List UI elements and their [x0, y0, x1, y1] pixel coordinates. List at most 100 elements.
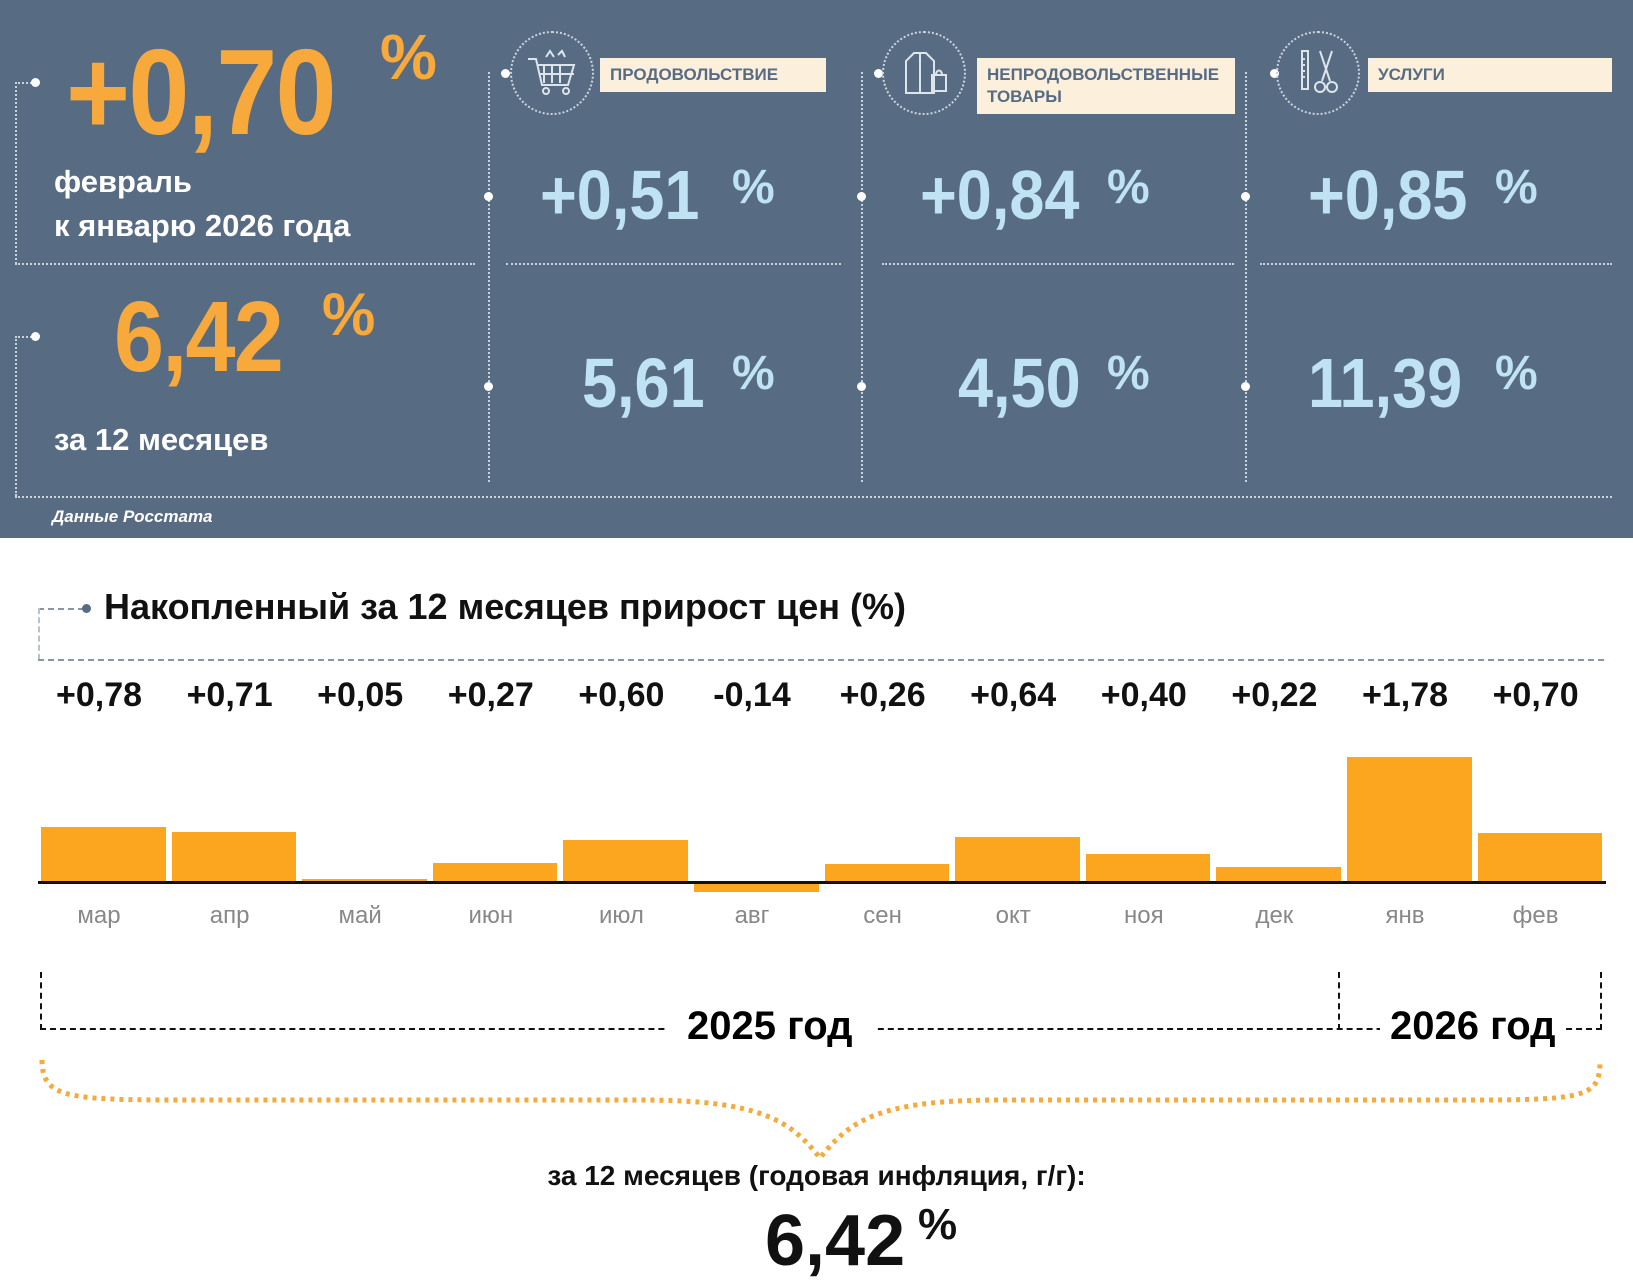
month-label: авг — [734, 902, 770, 929]
nonfood-year-value: 4,50 — [958, 344, 1081, 422]
bar-янв — [1347, 757, 1472, 882]
bar-июл — [563, 840, 688, 882]
bullet-dot — [1241, 382, 1250, 391]
bracket-line — [40, 972, 42, 1030]
divider — [15, 336, 35, 338]
bar-сен — [824, 863, 950, 882]
bullet-dot — [31, 78, 40, 87]
title-underline — [38, 659, 1604, 661]
year-label: за 12 месяцев — [54, 422, 269, 457]
data-label: +0,22 — [1231, 676, 1318, 714]
data-label: +0,71 — [186, 676, 273, 714]
year-change-value: 6,42 — [114, 281, 284, 393]
data-label: +0,05 — [317, 676, 404, 714]
month-label: окт — [995, 902, 1031, 929]
divider — [15, 336, 17, 496]
nonfood-month-percent: % — [1107, 161, 1150, 214]
data-label: -0,14 — [713, 676, 791, 714]
month-label: сен — [863, 902, 902, 929]
bar-окт — [955, 837, 1080, 882]
data-label: +0,64 — [970, 676, 1057, 714]
bar-мар — [41, 827, 166, 882]
year-change-percent: % — [322, 281, 376, 348]
food-year-percent: % — [732, 347, 775, 400]
chart-title: Накопленный за 12 месяцев прирост цен (%… — [104, 586, 906, 627]
data-label: +0,60 — [578, 676, 665, 714]
services-month-percent: % — [1495, 161, 1538, 214]
divider — [1245, 72, 1247, 482]
month-label: ноя — [1123, 902, 1164, 929]
bullet-dot — [1241, 192, 1250, 201]
summary-panel: +0,70 % февраль к январю 2026 года 6,42 … — [0, 0, 1633, 538]
bar-июн — [432, 863, 558, 882]
bar-дек — [1216, 866, 1341, 882]
bullet-dot — [501, 69, 510, 78]
divider — [882, 263, 1234, 265]
year-label-2025: 2025 год — [665, 1004, 875, 1049]
bar-фев — [1477, 833, 1603, 882]
month-change-percent: % — [380, 21, 437, 93]
shopping-cart-icon — [510, 31, 594, 115]
month-label: апр — [209, 902, 250, 929]
divider — [506, 263, 841, 265]
bar-ноя — [1085, 854, 1211, 882]
month-label: дек — [1255, 902, 1294, 929]
bar-авг — [694, 882, 819, 892]
summary-label: за 12 месяцев (годовая инфляция, г/г): — [547, 1160, 1086, 1191]
divider — [861, 72, 863, 482]
month-label: янв — [1385, 902, 1425, 929]
month-label: июл — [598, 902, 644, 929]
month-label: май — [338, 902, 382, 929]
month-label: фев — [1512, 902, 1559, 929]
year-label-2026: 2026 год — [1380, 1004, 1566, 1049]
summary-percent: % — [918, 1200, 958, 1249]
month-change-value: +0,70 — [66, 24, 337, 160]
source-note: Данные Росстата — [52, 507, 213, 526]
bullet-dot — [31, 332, 40, 341]
bar-май — [302, 878, 427, 882]
food-year-value: 5,61 — [582, 344, 705, 422]
scissors-comb-icon — [1276, 31, 1360, 115]
month-label-1: февраль — [54, 164, 192, 199]
bullet-dot — [484, 382, 493, 391]
orange-brace — [39, 1059, 1603, 1163]
divider — [15, 496, 1612, 498]
data-label: +0,40 — [1100, 676, 1187, 714]
divider — [15, 82, 17, 264]
divider — [15, 82, 35, 84]
divider — [488, 72, 490, 482]
bullet-dot — [484, 192, 493, 201]
data-label: +0,26 — [839, 676, 926, 714]
data-label: +0,78 — [55, 676, 143, 714]
bullet-dot — [857, 192, 866, 201]
bar-апр — [171, 832, 297, 882]
month-label: июн — [468, 902, 514, 929]
category-label-services: УСЛУГИ — [1368, 58, 1612, 92]
services-month-value: +0,85 — [1308, 156, 1468, 234]
title-connector — [38, 608, 40, 660]
services-year-value: 11,39 — [1308, 344, 1463, 422]
bullet-dot — [1270, 69, 1279, 78]
food-month-percent: % — [732, 161, 775, 214]
bullet-dot — [874, 69, 883, 78]
data-label: +0,27 — [447, 676, 534, 714]
data-label: +1,78 — [1361, 676, 1449, 714]
category-label-nonfood: НЕПРОДОВОЛЬСТВЕННЫЕ ТОВАРЫ — [977, 58, 1235, 114]
bracket-line — [1600, 972, 1602, 1030]
month-label: мар — [77, 902, 121, 929]
month-label-2: к январю 2026 года — [54, 208, 351, 243]
bracket-line — [1338, 972, 1340, 1030]
bullet-dot — [857, 382, 866, 391]
clothing-bag-icon — [882, 31, 966, 115]
divider — [1260, 263, 1612, 265]
category-label-food: ПРОДОВОЛЬСТВИЕ — [600, 58, 826, 92]
bullet-dot — [82, 604, 91, 613]
nonfood-month-value: +0,84 — [920, 156, 1080, 234]
summary-value: 6,42 — [765, 1201, 906, 1281]
title-connector — [38, 608, 84, 610]
divider — [15, 263, 475, 265]
services-year-percent: % — [1495, 347, 1538, 400]
food-month-value: +0,51 — [540, 156, 700, 234]
chart-baseline — [38, 881, 1606, 884]
nonfood-year-percent: % — [1107, 347, 1150, 400]
